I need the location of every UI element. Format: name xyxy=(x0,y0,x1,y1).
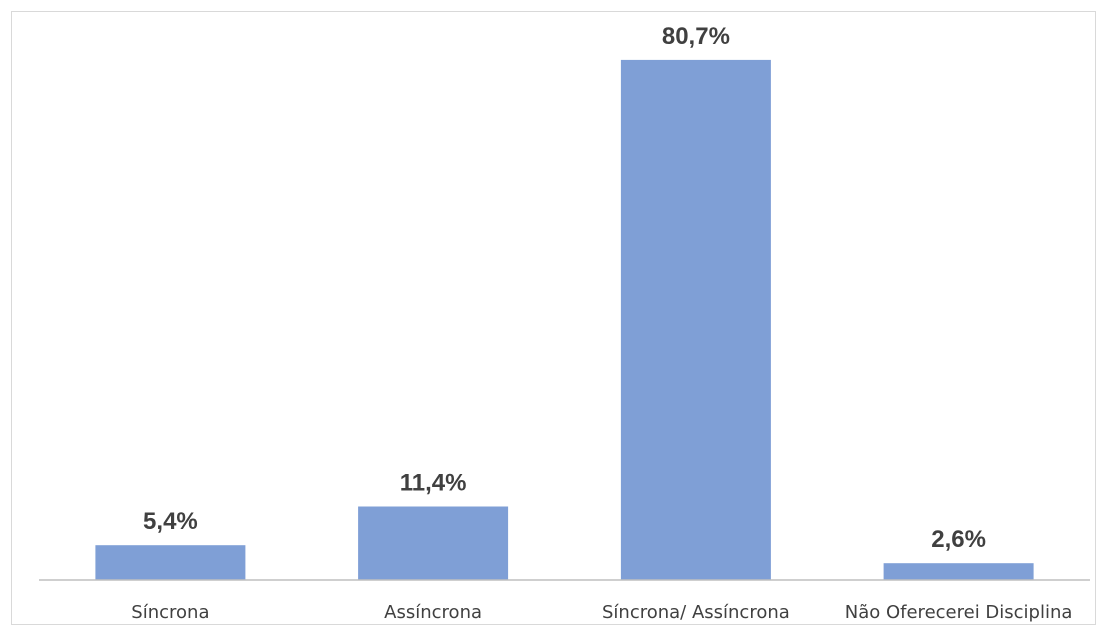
x-tick-label-4: Não Oferecerei Disciplina xyxy=(845,602,1073,623)
bars-group xyxy=(95,59,1034,580)
data-label-2: 11,4% xyxy=(400,470,467,497)
bar-4 xyxy=(883,563,1034,580)
bar-3 xyxy=(620,59,771,580)
data-label-4: 2,6% xyxy=(931,526,986,553)
x-tick-label-3: Síncrona/ Assíncrona xyxy=(602,602,790,623)
x-tick-label-1: Síncrona xyxy=(131,602,209,623)
data-label-3: 80,7% xyxy=(662,23,730,50)
bar-2 xyxy=(358,506,509,580)
tick-labels-group: Síncrona Assíncrona Síncrona/ Assíncrona Nã… xyxy=(131,602,1072,623)
bar-1 xyxy=(95,545,246,580)
chart-frame xyxy=(11,11,1096,625)
x-tick-label-2: Assíncrona xyxy=(384,602,482,623)
data-label-1: 5,4% xyxy=(143,508,198,535)
data-labels-group: 5,4% 11,4% 80,7% 2,6% xyxy=(143,23,986,553)
